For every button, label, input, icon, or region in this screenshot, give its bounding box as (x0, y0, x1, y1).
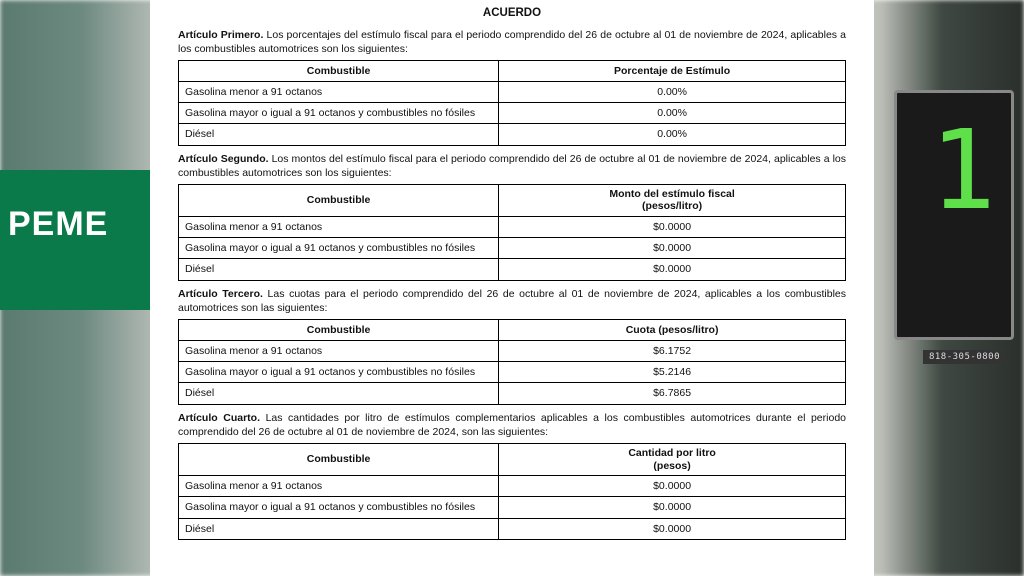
article-4-body: Las cantidades por litro de estímulos co… (178, 412, 846, 438)
article-3-lead: Artículo Tercero. (178, 288, 263, 300)
table-row: Diésel $6.7865 (179, 383, 846, 404)
table-row: Gasolina mayor o igual a 91 octanos y co… (179, 103, 846, 124)
table-1-fuel-1: Gasolina menor a 91 octanos (179, 82, 499, 103)
table-3-fuel-2: Gasolina mayor o igual a 91 octanos y co… (179, 362, 499, 383)
table-4-fuel-2: Gasolina mayor o igual a 91 octanos y co… (179, 497, 499, 518)
table-2: Combustible Monto del estímulo fiscal (p… (178, 184, 846, 281)
table-1-fuel-3: Diésel (179, 124, 499, 145)
table-3-col1: Combustible (179, 319, 499, 340)
article-4-lead: Artículo Cuarto. (178, 412, 260, 424)
table-3-val-1: $6.1752 (499, 341, 846, 362)
table-row: Gasolina menor a 91 octanos 0.00% (179, 82, 846, 103)
table-row: Gasolina menor a 91 octanos $0.0000 (179, 217, 846, 238)
table-2-col1: Combustible (179, 184, 499, 216)
table-row: Diésel 0.00% (179, 124, 846, 145)
document-page: ACUERDO Artículo Primero. Los porcentaje… (150, 0, 874, 576)
table-4-col2: Cantidad por litro (pesos) (499, 443, 846, 475)
article-2: Artículo Segundo. Los montos del estímul… (178, 152, 846, 281)
article-1-body: Los porcentajes del estímulo fiscal para… (178, 29, 846, 55)
article-4-text: Artículo Cuarto. Las cantidades por litr… (178, 411, 846, 439)
article-1-text: Artículo Primero. Los porcentajes del es… (178, 28, 846, 56)
table-4-val-3: $0.0000 (499, 518, 846, 539)
table-row: Diésel $0.0000 (179, 518, 846, 539)
pump-display-digit: 1 (916, 115, 996, 255)
table-2-fuel-3: Diésel (179, 259, 499, 280)
table-2-fuel-1: Gasolina menor a 91 octanos (179, 217, 499, 238)
table-3-fuel-1: Gasolina menor a 91 octanos (179, 341, 499, 362)
table-2-val-2: $0.0000 (499, 238, 846, 259)
table-row: Gasolina mayor o igual a 91 octanos y co… (179, 497, 846, 518)
pump-serial-label: 818-305-0800 (923, 350, 1006, 364)
article-3: Artículo Tercero. Las cuotas para el per… (178, 287, 846, 405)
table-row: Gasolina mayor o igual a 91 octanos y co… (179, 238, 846, 259)
table-4-fuel-3: Diésel (179, 518, 499, 539)
article-3-text: Artículo Tercero. Las cuotas para el per… (178, 287, 846, 315)
table-3-val-2: $5.2146 (499, 362, 846, 383)
table-3-col2: Cuota (pesos/litro) (499, 319, 846, 340)
table-row: Gasolina menor a 91 octanos $6.1752 (179, 341, 846, 362)
table-row: Combustible Cuota (pesos/litro) (179, 319, 846, 340)
table-2-col2b: (pesos/litro) (642, 200, 702, 212)
table-row: Combustible Cantidad por litro (pesos) (179, 443, 846, 475)
table-1-val-2: 0.00% (499, 103, 846, 124)
table-row: Gasolina menor a 91 octanos $0.0000 (179, 476, 846, 497)
article-4: Artículo Cuarto. Las cantidades por litr… (178, 411, 846, 540)
table-2-val-3: $0.0000 (499, 259, 846, 280)
table-4-col2a: Cantidad por litro (628, 447, 716, 459)
article-1-lead: Artículo Primero. (178, 29, 263, 41)
pemex-logo-text: PEME (8, 205, 108, 244)
table-row: Combustible Monto del estímulo fiscal (p… (179, 184, 846, 216)
table-3-val-3: $6.7865 (499, 383, 846, 404)
table-2-fuel-2: Gasolina mayor o igual a 91 octanos y co… (179, 238, 499, 259)
table-3-fuel-3: Diésel (179, 383, 499, 404)
article-3-body: Las cuotas para el periodo comprendido d… (178, 288, 846, 314)
table-row: Diésel $0.0000 (179, 259, 846, 280)
table-1: Combustible Porcentaje de Estímulo Gasol… (178, 60, 846, 146)
table-4-col2b: (pesos) (653, 460, 690, 472)
doc-title: ACUERDO (178, 6, 846, 22)
table-3: Combustible Cuota (pesos/litro) Gasolina… (178, 319, 846, 405)
table-2-col2: Monto del estímulo fiscal (pesos/litro) (499, 184, 846, 216)
table-1-col1: Combustible (179, 60, 499, 81)
table-4-fuel-1: Gasolina menor a 91 octanos (179, 476, 499, 497)
table-row: Gasolina mayor o igual a 91 octanos y co… (179, 362, 846, 383)
article-2-body: Los montos del estímulo fiscal para el p… (178, 153, 846, 179)
table-1-val-1: 0.00% (499, 82, 846, 103)
table-4-col1: Combustible (179, 443, 499, 475)
table-1-col2: Porcentaje de Estímulo (499, 60, 846, 81)
table-1-val-3: 0.00% (499, 124, 846, 145)
table-1-fuel-2: Gasolina mayor o igual a 91 octanos y co… (179, 103, 499, 124)
article-2-lead: Artículo Segundo. (178, 153, 269, 165)
article-1: Artículo Primero. Los porcentajes del es… (178, 28, 846, 146)
table-4-val-1: $0.0000 (499, 476, 846, 497)
table-row: Combustible Porcentaje de Estímulo (179, 60, 846, 81)
table-2-val-1: $0.0000 (499, 217, 846, 238)
table-4: Combustible Cantidad por litro (pesos) G… (178, 443, 846, 540)
table-2-col2a: Monto del estímulo fiscal (609, 188, 734, 200)
table-4-val-2: $0.0000 (499, 497, 846, 518)
article-2-text: Artículo Segundo. Los montos del estímul… (178, 152, 846, 180)
